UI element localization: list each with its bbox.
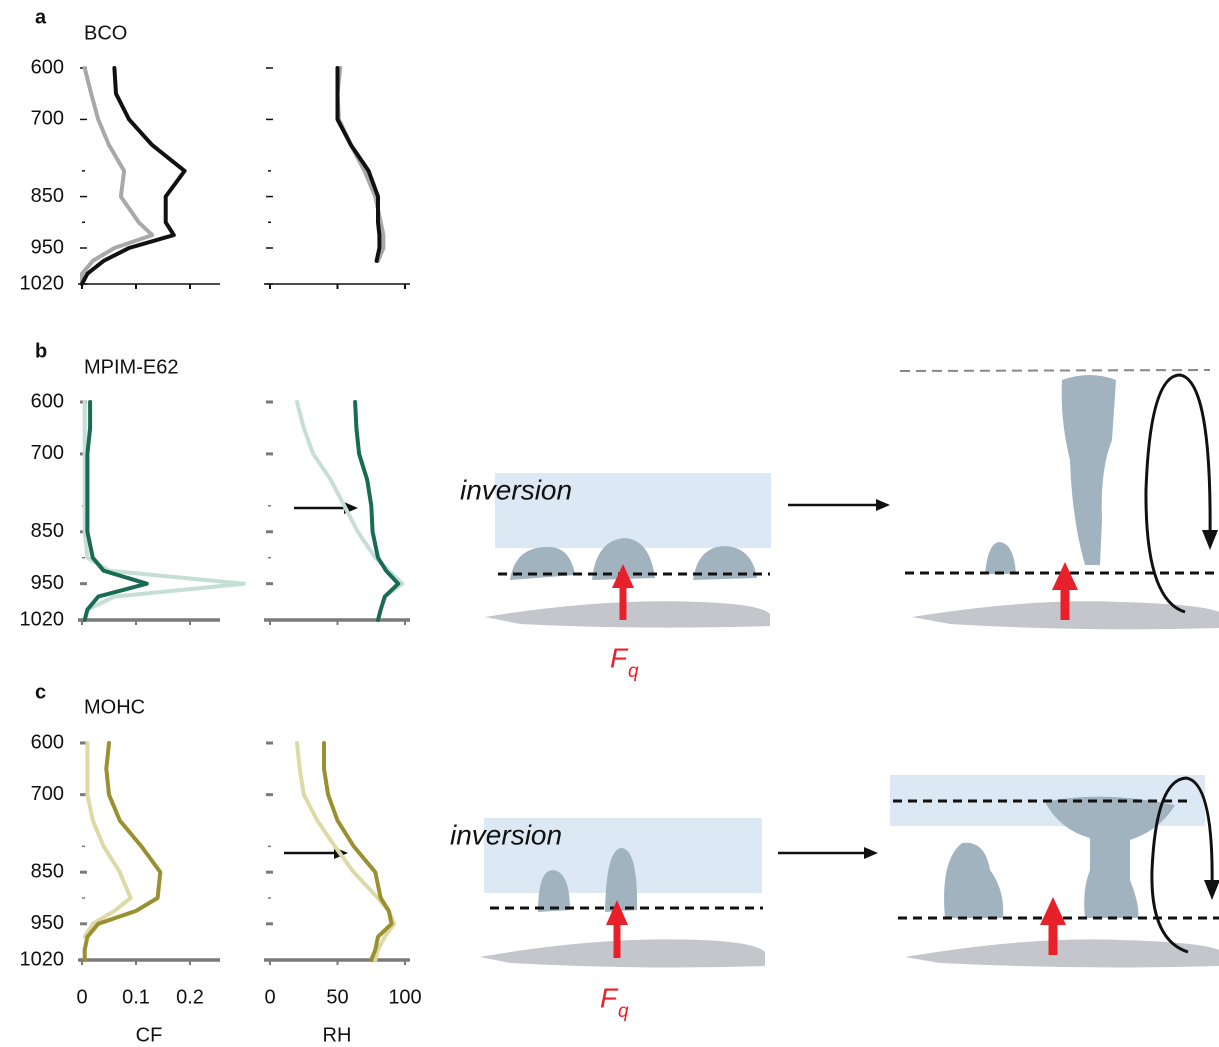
panel-label: a bbox=[35, 6, 47, 28]
profile-line bbox=[82, 68, 185, 284]
y-tick-label: 1020 bbox=[20, 948, 65, 970]
panel-title: BCO bbox=[84, 22, 127, 44]
ground bbox=[485, 601, 770, 627]
arrow-head bbox=[876, 499, 890, 511]
x-tick-label: 0.1 bbox=[122, 986, 150, 1008]
circulation-head bbox=[1202, 530, 1218, 550]
x-tick-label: 50 bbox=[326, 986, 348, 1008]
y-tick-label: 950 bbox=[31, 236, 64, 258]
cloud bbox=[1062, 375, 1116, 565]
y-tick-label: 700 bbox=[31, 442, 64, 464]
profile-line bbox=[338, 68, 384, 261]
flux-label: F bbox=[600, 982, 619, 1013]
flux-arrow-head bbox=[1040, 897, 1066, 925]
y-tick-label: 850 bbox=[31, 185, 64, 207]
profile-line bbox=[85, 402, 244, 620]
y-tick-label: 600 bbox=[31, 390, 64, 412]
y-tick-label: 600 bbox=[31, 731, 64, 753]
panel-label: c bbox=[35, 681, 46, 703]
x-axis-label: CF bbox=[136, 1024, 163, 1046]
y-tick-label: 950 bbox=[31, 912, 64, 934]
y-tick-label: 600 bbox=[31, 56, 64, 78]
profile-line bbox=[85, 743, 161, 960]
y-tick-label: 1020 bbox=[20, 608, 65, 630]
ground bbox=[480, 939, 765, 967]
diagram-b: inversion F q bbox=[460, 370, 1219, 682]
x-tick-label: 0.2 bbox=[176, 986, 204, 1008]
cloud bbox=[1045, 797, 1175, 918]
y-tick-label: 700 bbox=[31, 108, 64, 130]
y-tick-label: 950 bbox=[31, 572, 64, 594]
flux-label: F bbox=[610, 642, 629, 673]
profile-line bbox=[297, 402, 402, 597]
flux-subscript: q bbox=[618, 1001, 629, 1022]
flux-subscript: q bbox=[628, 661, 639, 682]
profile-line bbox=[297, 743, 394, 960]
x-tick-label: 0 bbox=[264, 986, 275, 1008]
circulation-head bbox=[1204, 880, 1219, 900]
figure: inversion F q inversion F q bbox=[0, 0, 1219, 1047]
x-tick-label: 100 bbox=[388, 986, 421, 1008]
inversion-top bbox=[900, 370, 1210, 371]
panel-title: MPIM-E62 bbox=[84, 356, 178, 378]
y-tick-label: 700 bbox=[31, 783, 64, 805]
inversion-label: inversion bbox=[460, 474, 572, 505]
circulation bbox=[1146, 375, 1210, 612]
flux-arrow-head bbox=[1052, 562, 1078, 590]
cloud bbox=[944, 843, 1003, 918]
panel-label: b bbox=[35, 340, 47, 362]
y-tick-label: 850 bbox=[31, 860, 64, 882]
diagram-c: inversion F q bbox=[450, 775, 1219, 1022]
y-tick-label: 1020 bbox=[20, 272, 65, 294]
profile-line bbox=[338, 68, 380, 261]
panel-title: MOHC bbox=[84, 696, 145, 718]
inversion-label: inversion bbox=[450, 819, 562, 850]
page: inversion F q inversion F q bbox=[0, 0, 1219, 1047]
cloud bbox=[985, 542, 1016, 574]
profile-line bbox=[355, 402, 398, 620]
arrow-head bbox=[864, 847, 878, 859]
profile-line bbox=[85, 402, 147, 620]
profile-line bbox=[82, 68, 152, 284]
y-tick-label: 850 bbox=[31, 520, 64, 542]
x-axis-label: RH bbox=[323, 1024, 352, 1046]
x-tick-label: 0 bbox=[76, 986, 87, 1008]
